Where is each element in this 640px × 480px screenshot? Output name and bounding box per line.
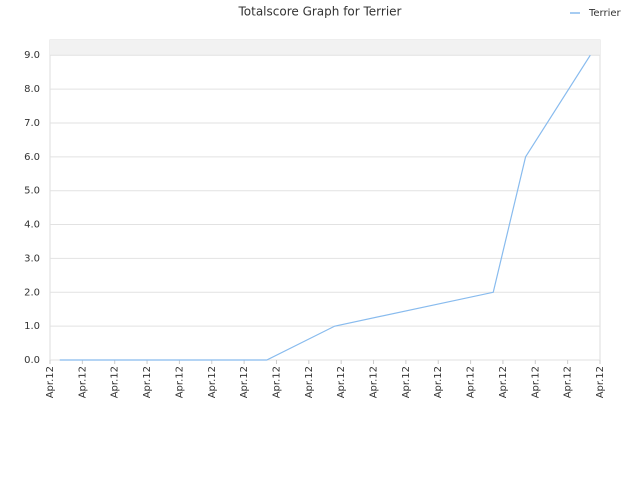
y-tick-label: 6.0 [24, 152, 40, 163]
x-tick-label: Apr.12 [336, 366, 347, 398]
y-tick-label: 0.0 [24, 355, 40, 366]
y-tick-label: 8.0 [24, 84, 40, 95]
x-tick-label: Apr.12 [142, 366, 153, 398]
y-tick-label: 2.0 [24, 287, 40, 298]
x-tick-label: Apr.12 [401, 366, 412, 398]
x-tick-label: Apr.12 [110, 366, 121, 398]
x-tick-label: Apr.12 [563, 366, 574, 398]
x-tick-label: Apr.12 [595, 366, 606, 398]
x-tick-label: Apr.12 [77, 366, 88, 398]
legend-label: Terrier [588, 8, 622, 19]
y-tick-label: 5.0 [24, 186, 40, 197]
x-tick-label: Apr.12 [369, 366, 380, 398]
y-tick-label: 7.0 [24, 118, 40, 129]
y-tick-label: 4.0 [24, 220, 40, 231]
x-tick-label: Apr.12 [207, 366, 218, 398]
x-tick-label: Apr.12 [530, 366, 541, 398]
x-tick-label: Apr.12 [466, 366, 477, 398]
x-tick-label: Apr.12 [271, 366, 282, 398]
x-tick-label: Apr.12 [239, 366, 250, 398]
series-line [59, 54, 591, 361]
x-tick-label: Apr.12 [498, 366, 509, 398]
y-tick-label: 9.0 [24, 50, 40, 61]
chart-title: Totalscore Graph for Terrier [237, 5, 401, 19]
x-tick-label: Apr.12 [174, 366, 185, 398]
y-tick-label: 1.0 [24, 321, 40, 332]
plot-area [49, 39, 601, 361]
grid-band [50, 40, 600, 56]
x-tick-label: Apr.12 [304, 366, 315, 398]
x-tick-label: Apr.12 [433, 366, 444, 398]
y-tick-label: 3.0 [24, 253, 40, 264]
x-tick-label: Apr.12 [45, 366, 56, 398]
